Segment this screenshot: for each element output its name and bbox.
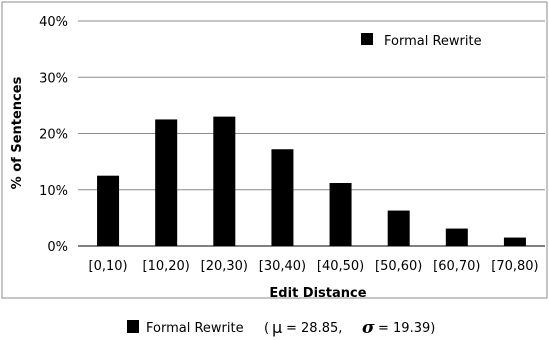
bar bbox=[503, 237, 526, 246]
bar bbox=[445, 228, 468, 246]
x-axis-title: Edit Distance bbox=[269, 286, 366, 301]
bar bbox=[155, 119, 178, 246]
legend-swatch bbox=[361, 33, 373, 45]
legend-label: Formal Rewrite bbox=[384, 34, 482, 49]
y-tick-labels: 0% 10% 20% 30% 40% bbox=[39, 15, 68, 255]
bar bbox=[213, 116, 236, 246]
bar bbox=[97, 175, 120, 246]
x-tick-label: [40,50) bbox=[317, 259, 364, 274]
x-tick-label: [60,70) bbox=[433, 259, 480, 274]
y-tick-label: 0% bbox=[47, 240, 68, 255]
legend: Formal Rewrite bbox=[361, 33, 482, 49]
x-tick-labels: [0,10) [10,20) [20,30) [30,40) [40,50) [50,60… bbox=[89, 259, 539, 274]
x-tick-label: [70,80) bbox=[491, 259, 538, 274]
y-tick-label: 30% bbox=[39, 71, 68, 86]
caption: Formal Rewrite ( μ = 28.85, σ = 19.39) bbox=[127, 318, 435, 338]
bar bbox=[387, 210, 410, 246]
x-tick-label: [0,10) bbox=[89, 259, 128, 274]
x-tick-label: [30,40) bbox=[259, 259, 306, 274]
bar bbox=[271, 149, 294, 246]
caption-open-paren: ( bbox=[264, 321, 269, 336]
x-tick-label: [50,60) bbox=[375, 259, 422, 274]
x-tick-label: [20,30) bbox=[201, 259, 248, 274]
bar bbox=[329, 183, 352, 246]
caption-series-label: Formal Rewrite bbox=[146, 321, 244, 336]
caption-swatch bbox=[127, 320, 139, 333]
x-tick-label: [10,20) bbox=[143, 259, 190, 274]
y-tick-label: 10% bbox=[39, 184, 68, 199]
y-axis-title: % of Sentences bbox=[10, 76, 25, 189]
caption-sigma-symbol: σ bbox=[362, 318, 375, 338]
caption-mu-symbol: μ bbox=[272, 318, 282, 337]
caption-mu-value: = 28.85, bbox=[286, 321, 342, 336]
y-tick-label: 20% bbox=[39, 128, 68, 143]
bars bbox=[97, 116, 526, 246]
caption-sigma-value: = 19.39) bbox=[378, 321, 435, 336]
y-tick-label: 40% bbox=[39, 15, 68, 30]
